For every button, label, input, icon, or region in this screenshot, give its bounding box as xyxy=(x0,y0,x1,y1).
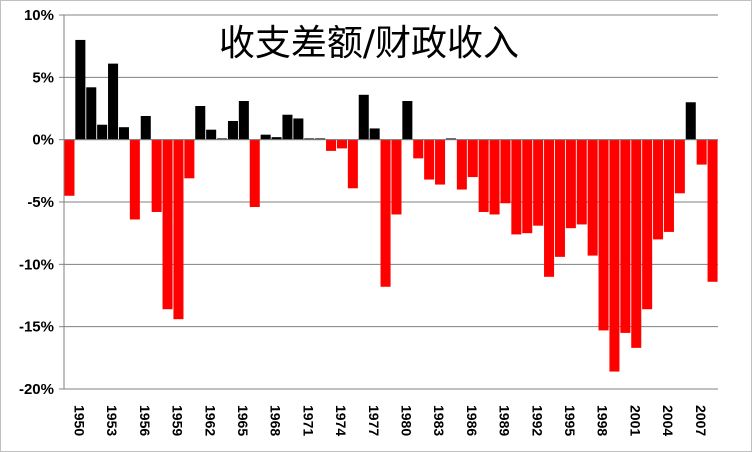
bar-1976 xyxy=(347,139,358,189)
bar-1956 xyxy=(129,139,140,220)
y-tick-labels: 10% 5% 0% -5% -10% -15% -20% xyxy=(19,7,54,398)
x-tick-label-1956: 1956 xyxy=(137,405,153,436)
x-tick-label-1998: 1998 xyxy=(595,405,611,436)
y-tick-label-1: 5% xyxy=(32,69,54,86)
x-tick-label-1968: 1968 xyxy=(268,405,284,436)
y-tick-label-0: 10% xyxy=(24,7,54,24)
x-tick-label-1989: 1989 xyxy=(497,405,513,436)
bar-1981 xyxy=(402,101,413,140)
bar-2003 xyxy=(642,139,653,310)
bar-1978 xyxy=(369,128,380,140)
bars xyxy=(64,39,718,372)
x-tick-label-1962: 1962 xyxy=(202,405,218,436)
y-tick-label-2: 0% xyxy=(32,132,54,149)
x-tick-label-2007: 2007 xyxy=(693,405,709,436)
bar-2000 xyxy=(609,139,620,372)
x-tick-label-1986: 1986 xyxy=(464,405,480,436)
bar-2009 xyxy=(707,139,718,282)
chart-title: 收支差额/财政收入 xyxy=(219,23,519,64)
x-tick-label-1965: 1965 xyxy=(235,405,251,436)
bar-1977 xyxy=(358,94,369,140)
bar-1970 xyxy=(282,114,293,140)
bar-1988 xyxy=(478,139,489,212)
x-tick-label-2004: 2004 xyxy=(660,405,676,436)
x-tick-label-1950: 1950 xyxy=(71,405,87,436)
x-tick-label-2001: 2001 xyxy=(627,405,643,436)
bar-1963 xyxy=(206,129,217,140)
x-tick-labels: 1950 1953 1956 1959 1962 1965 1968 1971 1974 1977… xyxy=(71,405,708,436)
bar-1975 xyxy=(336,139,347,149)
bar-1997 xyxy=(576,139,587,225)
bar-1983 xyxy=(424,139,435,180)
y-tick-label-6: -20% xyxy=(19,381,54,398)
x-tick-label-1977: 1977 xyxy=(366,405,382,436)
bar-2006 xyxy=(674,139,685,194)
gridlines xyxy=(64,14,718,390)
bar-1990 xyxy=(500,139,511,204)
x-tick-label-1980: 1980 xyxy=(398,405,414,436)
bar-2007 xyxy=(685,102,696,140)
bar-1986 xyxy=(456,139,467,190)
bar-2002 xyxy=(631,139,642,348)
x-tick-label-1992: 1992 xyxy=(529,405,545,436)
bar-1961 xyxy=(184,139,195,179)
x-tick-label-1983: 1983 xyxy=(431,405,447,436)
bar-1957 xyxy=(140,115,151,140)
bar-1951 xyxy=(75,39,86,140)
bar-1980 xyxy=(391,139,402,215)
bar-1964 xyxy=(217,138,228,140)
bar-1972 xyxy=(304,138,315,140)
bar-1954 xyxy=(108,63,119,140)
bar-1950 xyxy=(64,139,75,196)
bar-1960 xyxy=(173,139,184,320)
bar-1989 xyxy=(489,139,500,215)
bar-1955 xyxy=(118,127,129,140)
x-tick-label-1974: 1974 xyxy=(333,405,349,436)
bar-1991 xyxy=(511,139,522,235)
bar-1966 xyxy=(238,101,249,140)
y-tick-label-4: -10% xyxy=(19,256,54,273)
bar-1952 xyxy=(86,87,97,140)
bar-2005 xyxy=(663,139,674,232)
x-tick-label-1959: 1959 xyxy=(170,405,186,436)
bar-1962 xyxy=(195,106,206,140)
bar-2004 xyxy=(653,139,664,240)
bar-1958 xyxy=(151,139,162,212)
bar-1979 xyxy=(380,139,391,287)
bar-1974 xyxy=(326,139,337,151)
y-tick-label-5: -15% xyxy=(19,319,54,336)
bar-2001 xyxy=(620,139,631,333)
bar-1992 xyxy=(522,139,533,234)
x-tick-label-1971: 1971 xyxy=(300,405,316,436)
bar-1967 xyxy=(249,139,260,207)
x-tick-label-1995: 1995 xyxy=(562,405,578,436)
y-tick-label-3: -5% xyxy=(27,194,54,211)
bar-2008 xyxy=(696,139,707,165)
bar-1965 xyxy=(227,120,238,140)
bar-1968 xyxy=(260,134,271,140)
bar-1953 xyxy=(97,124,108,140)
bar-1998 xyxy=(587,139,598,256)
bar-1996 xyxy=(565,139,576,229)
bar-1969 xyxy=(271,137,282,140)
bar-1999 xyxy=(598,139,609,331)
x-tick-label-1953: 1953 xyxy=(104,405,120,436)
bar-1995 xyxy=(554,139,565,257)
bar-1987 xyxy=(467,139,478,178)
bar-1985 xyxy=(445,138,456,140)
bar-1994 xyxy=(544,139,555,277)
bar-1959 xyxy=(162,139,173,310)
bar-1984 xyxy=(435,139,446,185)
bar-1971 xyxy=(293,118,304,140)
bar-1982 xyxy=(413,139,424,159)
bar-1973 xyxy=(315,138,326,140)
axes xyxy=(59,14,718,390)
bar-1993 xyxy=(533,139,544,226)
